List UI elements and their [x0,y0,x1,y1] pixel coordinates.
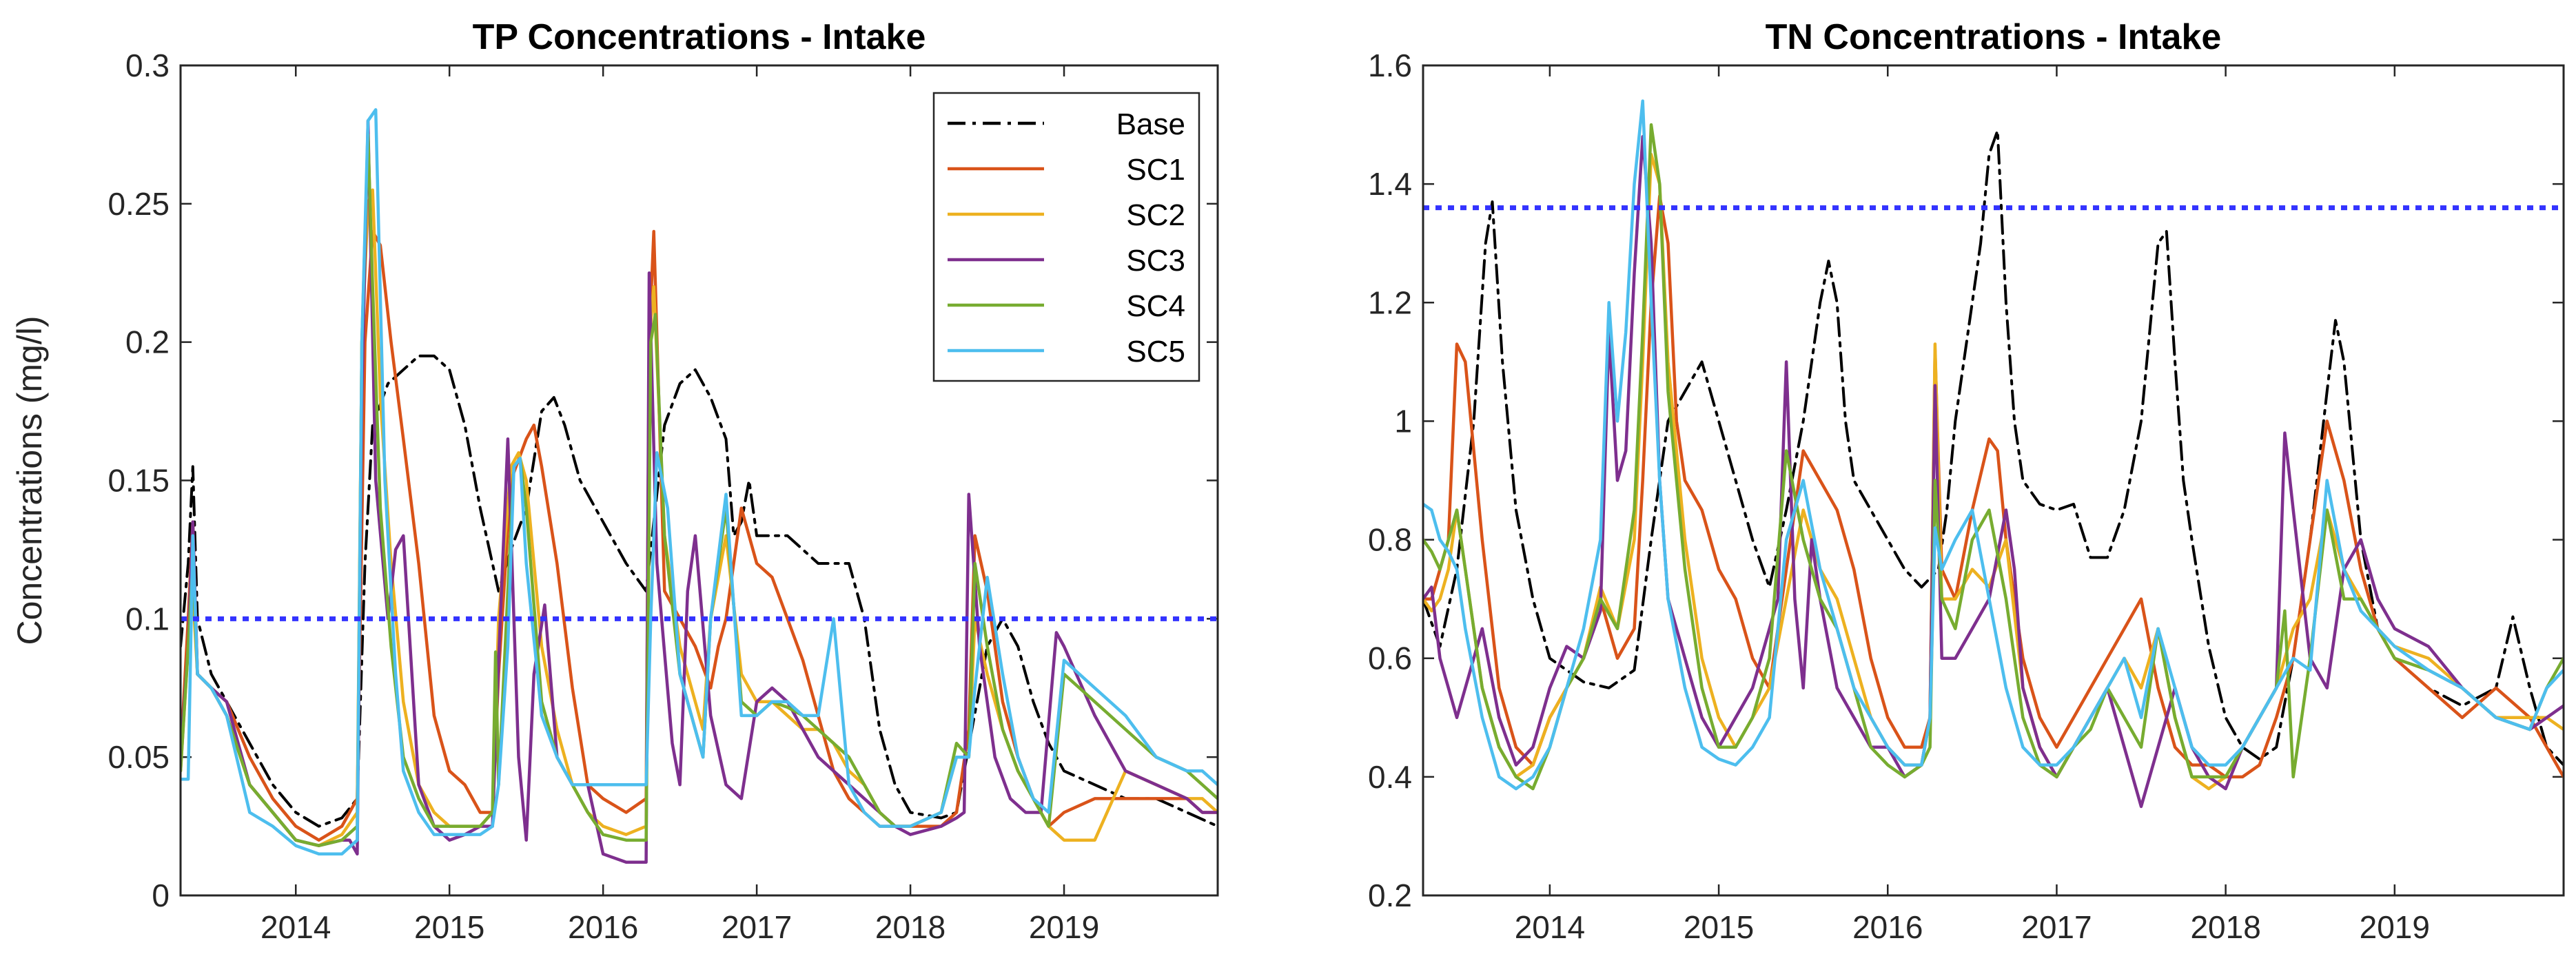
tp-legend-label-base: Base [1116,107,1185,141]
tp-xtick-label: 2017 [722,909,792,945]
tp-legend-label-sc5: SC5 [1126,335,1185,369]
tp-chart: TP Concentrations - Intake Concentrations… [10,17,1219,945]
tp-series-sc5 [181,108,1218,856]
tn-chart: TN Concentrations - Intake 0.2 0.4 0.6 0.8 1 1… [1368,17,2565,945]
tp-xtick-label: 2015 [414,909,484,945]
tp-title: TP Concentrations - Intake [473,17,926,57]
tp-ylabel: Concentrations (mg/l) [10,316,49,645]
tn-title: TN Concentrations - Intake [1766,17,2222,57]
tn-xtick-label: 2015 [1684,909,1754,945]
tp-legend-label-sc3: SC3 [1126,244,1185,278]
tp-series-group [181,108,1218,864]
tn-axes-box [1422,64,2565,897]
tp-ytick-label: 0.25 [108,186,170,222]
tp-xtick-label: 2014 [260,909,331,945]
tn-xtick-label: 2018 [2190,909,2260,945]
tp-legend-label-sc2: SC2 [1126,198,1185,232]
tp-axes-box [179,64,1219,897]
tn-ytick-label: 0.8 [1368,522,1412,558]
tn-ytick-label: 1.4 [1368,166,1412,202]
tp-legend: Base SC1 SC2 SC3 SC4 SC5 [932,92,1200,382]
tp-legend-label-sc4: SC4 [1126,289,1185,323]
tn-ytick-label: 1.6 [1368,48,1412,83]
tn-plot-area [1423,65,2564,895]
tn-ytick-label: 0.6 [1368,641,1412,676]
tn-ytick-label: 0.2 [1368,878,1412,913]
tn-xtick-label: 2017 [2021,909,2092,945]
tn-ytick-label: 1.2 [1368,284,1412,320]
tp-xtick-label: 2018 [875,909,945,945]
tp-ytick-label: 0 [152,878,170,913]
tn-xtick-label: 2014 [1515,909,1585,945]
tn-ytick-label: 0.4 [1368,759,1412,795]
tn-xtick-label: 2016 [1852,909,1923,945]
tp-ytick-label: 0.1 [125,601,170,636]
tp-legend-box [932,92,1200,382]
tn-xtick-label: 2019 [2360,909,2430,945]
tn-ytick-label: 1 [1394,403,1412,439]
tp-xtick-label: 2016 [568,909,638,945]
tp-xtick-label: 2019 [1029,909,1099,945]
tp-legend-label-sc1: SC1 [1126,153,1185,187]
tn-series-base [1423,129,2564,767]
tp-ytick-label: 0.15 [108,463,170,499]
tn-series-group [1423,99,2564,809]
tp-ytick-label: 0.2 [125,324,170,360]
tn-series-sc5 [1423,99,2564,791]
tp-ytick-label: 0.05 [108,739,170,775]
tp-ytick-label: 0.3 [125,48,170,83]
